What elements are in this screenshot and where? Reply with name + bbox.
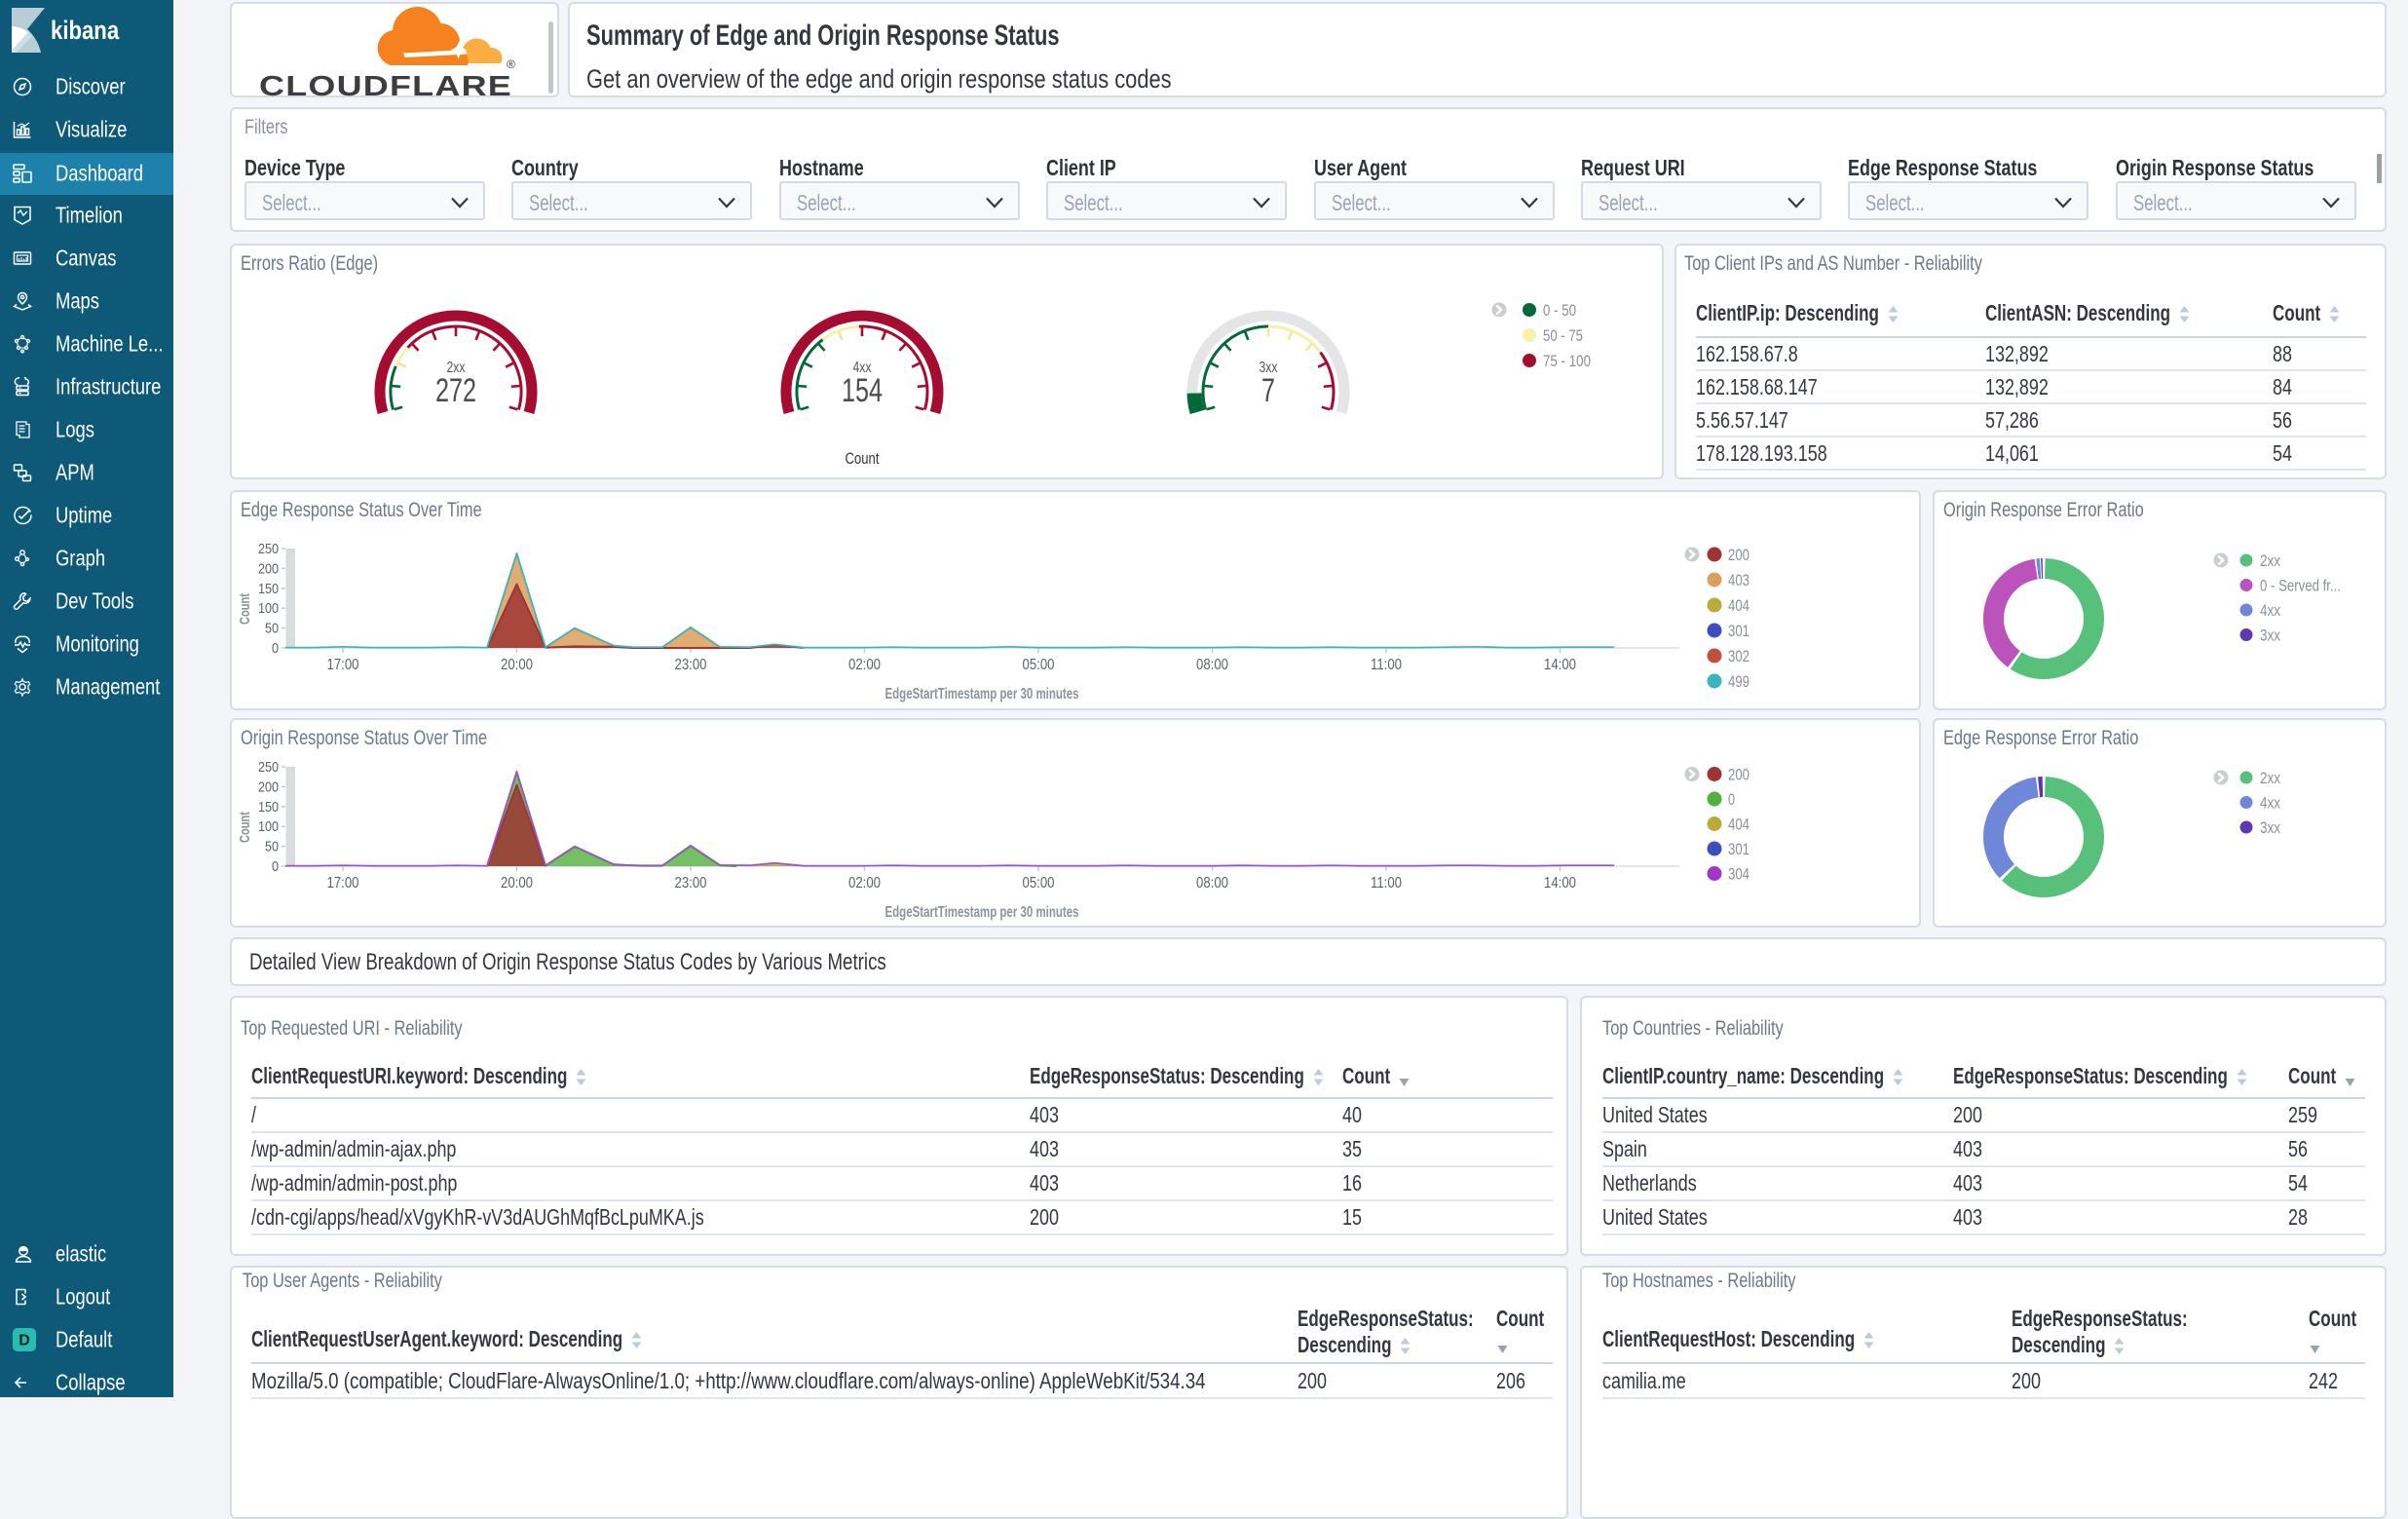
svg-text:4xx: 4xx: [2260, 794, 2280, 813]
svg-text:50: 50: [265, 621, 279, 637]
svg-text:499: 499: [1728, 672, 1750, 691]
svg-text:2xx: 2xx: [2260, 551, 2280, 570]
svg-text:17:00: 17:00: [327, 657, 359, 673]
svg-text:17:00: 17:00: [327, 875, 359, 892]
svg-text:200: 200: [258, 778, 279, 795]
svg-text:05:00: 05:00: [1023, 657, 1055, 673]
svg-text:302: 302: [1728, 647, 1750, 665]
svg-text:CLOUDFLARE: CLOUDFLARE: [259, 71, 512, 97]
svg-text:Count: Count: [237, 593, 253, 625]
svg-text:200: 200: [258, 560, 279, 577]
svg-text:404: 404: [1728, 596, 1750, 615]
svg-text:Count: Count: [237, 812, 253, 843]
svg-text:403: 403: [1728, 571, 1750, 589]
svg-text:Count: Count: [846, 449, 880, 468]
svg-text:200: 200: [1728, 766, 1750, 784]
svg-text:0: 0: [1728, 790, 1735, 809]
svg-text:14:00: 14:00: [1544, 657, 1576, 673]
svg-text:20:00: 20:00: [501, 657, 533, 673]
svg-text:50: 50: [265, 839, 279, 855]
svg-text:EdgeStartTimestamp per 30 minu: EdgeStartTimestamp per 30 minutes: [885, 904, 1079, 921]
svg-text:08:00: 08:00: [1196, 875, 1228, 892]
svg-text:404: 404: [1728, 816, 1750, 834]
svg-text:D: D: [19, 1333, 30, 1349]
svg-text:301: 301: [1728, 840, 1750, 858]
svg-text:11:00: 11:00: [1371, 657, 1402, 673]
svg-text:7: 7: [1261, 372, 1275, 409]
svg-text:08:00: 08:00: [1196, 657, 1228, 673]
svg-text:100: 100: [258, 600, 279, 617]
svg-text:3xx: 3xx: [2260, 627, 2280, 645]
svg-text:3xx: 3xx: [2260, 818, 2280, 837]
svg-text:14:00: 14:00: [1544, 875, 1576, 892]
svg-text:200: 200: [1728, 546, 1750, 564]
svg-text:23:00: 23:00: [675, 657, 707, 673]
svg-text:250: 250: [258, 759, 279, 776]
svg-text:2xx: 2xx: [2260, 769, 2280, 787]
svg-text:4xx: 4xx: [2260, 601, 2280, 620]
svg-text:150: 150: [258, 799, 279, 816]
svg-text:0: 0: [272, 640, 279, 657]
svg-text:®: ®: [507, 57, 515, 71]
svg-text:75 - 100: 75 - 100: [1543, 352, 1591, 370]
svg-text:100: 100: [258, 818, 279, 835]
svg-text:3xx: 3xx: [1260, 360, 1278, 376]
svg-text:0: 0: [272, 858, 279, 875]
svg-text:50 - 75: 50 - 75: [1543, 326, 1583, 345]
svg-text:150: 150: [258, 581, 279, 597]
svg-text:05:00: 05:00: [1023, 875, 1055, 892]
svg-text:2xx: 2xx: [447, 360, 466, 376]
svg-text:272: 272: [435, 372, 476, 409]
svg-text:20:00: 20:00: [501, 875, 533, 892]
svg-text:304: 304: [1728, 865, 1750, 884]
svg-text:EdgeStartTimestamp per 30 minu: EdgeStartTimestamp per 30 minutes: [885, 686, 1079, 703]
svg-text:154: 154: [842, 372, 883, 409]
svg-text:301: 301: [1728, 622, 1750, 640]
svg-text:02:00: 02:00: [848, 657, 881, 673]
svg-text:250: 250: [258, 541, 279, 557]
svg-text:0 - Served fr...: 0 - Served fr...: [2260, 577, 2341, 595]
svg-text:23:00: 23:00: [675, 875, 707, 892]
svg-text:11:00: 11:00: [1371, 875, 1402, 892]
svg-text:4xx: 4xx: [853, 360, 872, 376]
svg-text:0 - 50: 0 - 50: [1543, 301, 1576, 320]
svg-text:02:00: 02:00: [848, 875, 881, 892]
